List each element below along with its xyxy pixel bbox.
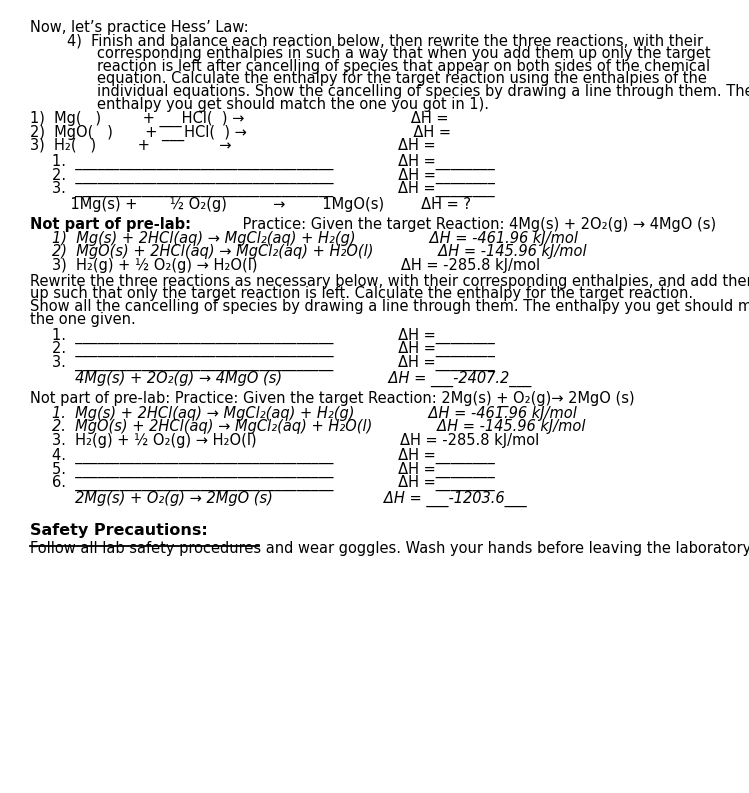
Text: Not part of pre-lab:: Not part of pre-lab: xyxy=(30,217,191,232)
Text: Show all the cancelling of species by drawing a line through them. The enthalpy : Show all the cancelling of species by dr… xyxy=(30,299,749,314)
Text: Not part of pre-lab: Practice: Given the target Reaction: 2Mg(s) +̲ O₂(g)→ 2MgO : Not part of pre-lab: Practice: Given the… xyxy=(30,391,634,407)
Text: enthalpy you get should match the one you got in 1).: enthalpy you get should match the one yo… xyxy=(97,97,489,112)
Text: 3.  ___________________________________              ΔH =________: 3. ___________________________________ Δ… xyxy=(52,354,495,370)
Text: 1)  Mg(s) + 2HCl(aq) → MgCl₂(aq) + H₂(g)                ΔH = -461.96 kJ/mol: 1) Mg(s) + 2HCl(aq) → MgCl₂(aq) + H₂(g) … xyxy=(52,231,578,246)
Text: 2)  MgO(   )       + ___HCl(  ) →                                    ΔH =: 2) MgO( ) + ___HCl( ) → ΔH = xyxy=(30,125,451,140)
Text: Rewrite the three reactions as necessary below, with their corresponding enthalp: Rewrite the three reactions as necessary… xyxy=(30,274,749,289)
Text: 2)  MgO(s) + 2HCl(aq) → MgCl₂(aq) + H₂O(l)              ΔH = -145.96 kJ/mol: 2) MgO(s) + 2HCl(aq) → MgCl₂(aq) + H₂O(l… xyxy=(52,244,587,259)
Text: 3)  H₂(g) + ½ O₂(g) → H₂O(l)                               ΔH = -285.8 kJ/mol: 3) H₂(g) + ½ O₂(g) → H₂O(l) ΔH = -285.8 … xyxy=(52,258,541,273)
Text: Practice: Given the target Reaction: 4Mg(s) + 2O₂(g) → 4MgO (s): Practice: Given the target Reaction: 4Mg… xyxy=(237,217,716,232)
Text: 1Mg(s) +       ½ O₂(g)          →        1MgO(s)        ΔH = ?: 1Mg(s) + ½ O₂(g) → 1MgO(s) ΔH = ? xyxy=(52,197,471,212)
Text: the one given.: the one given. xyxy=(30,312,136,327)
Text: 3.  H₂(g) + ½ O₂(g) → H₂O(l)                               ΔH = -285.8 kJ/mol: 3. H₂(g) + ½ O₂(g) → H₂O(l) ΔH = -285.8 … xyxy=(52,433,540,448)
Text: 2.  ___________________________________              ΔH =________: 2. ___________________________________ Δ… xyxy=(52,167,495,183)
Text: Now, let’s practice Hess’ Law:: Now, let’s practice Hess’ Law: xyxy=(30,20,249,35)
Text: 1)  Mg(   )         + ___HCl(  ) →                                    ΔH =: 1) Mg( ) + ___HCl( ) → ΔH = xyxy=(30,111,449,127)
Text: equation. Calculate the enthalpy for the target reaction using the enthalpies of: equation. Calculate the enthalpy for the… xyxy=(97,71,707,86)
Text: 5.  ___________________________________              ΔH =________: 5. ___________________________________ Δ… xyxy=(52,462,495,477)
Text: 6.  ___________________________________              ΔH =________: 6. ___________________________________ Δ… xyxy=(52,475,495,491)
Text: 1.  Mg(s) + 2HCl(aq) → MgCl₂(aq) + H₂(g)                ΔH = -461.96 kJ/mol: 1. Mg(s) + 2HCl(aq) → MgCl₂(aq) + H₂(g) … xyxy=(52,406,577,421)
Text: 4)  Finish and balance each reaction below, then rewrite the three reactions, wi: 4) Finish and balance each reaction belo… xyxy=(67,33,703,48)
Text: 1.  ___________________________________              ΔH =________: 1. ___________________________________ Δ… xyxy=(52,154,495,170)
Text: corresponding enthalpies in such a way that when you add them up only the target: corresponding enthalpies in such a way t… xyxy=(97,46,711,61)
Text: 3)  H₂(   )         +               →                                    ΔH =: 3) H₂( ) + → ΔH = xyxy=(30,138,436,153)
Text: up such that only the target reaction is left. Calculate the enthalpy for the ta: up such that only the target reaction is… xyxy=(30,286,693,301)
Text: 1.  ___________________________________              ΔH =________: 1. ___________________________________ Δ… xyxy=(52,328,495,343)
Text: 4Mg(s) + 2O₂(g) → 4MgO (s)                       ΔH = ___-2407.2___: 4Mg(s) + 2O₂(g) → 4MgO (s) ΔH = ___-2407… xyxy=(52,370,532,386)
Text: reaction is left after cancelling of species that appear on both sides of the ch: reaction is left after cancelling of spe… xyxy=(97,59,711,74)
Text: 2.  MgO(s) + 2HCl(aq) → MgCl₂(aq) + H₂O(l)              ΔH = -145.96 kJ/mol: 2. MgO(s) + 2HCl(aq) → MgCl₂(aq) + H₂O(l… xyxy=(52,419,586,435)
Text: 2.  ___________________________________              ΔH =________: 2. ___________________________________ Δ… xyxy=(52,341,495,357)
Text: 4.  ___________________________________              ΔH =________: 4. ___________________________________ Δ… xyxy=(52,448,495,464)
Text: Follow all lab safety procedures and wear goggles. Wash your hands before leavin: Follow all lab safety procedures and wea… xyxy=(30,541,749,556)
Text: Safety Precautions:: Safety Precautions: xyxy=(30,523,207,538)
Text: 2Mg(s) + O₂(g) → 2MgO (s)                        ΔH = ___-1203.6___: 2Mg(s) + O₂(g) → 2MgO (s) ΔH = ___-1203.… xyxy=(52,491,527,507)
Text: 3.  ___________________________________              ΔH =________: 3. ___________________________________ Δ… xyxy=(52,181,495,197)
Text: individual equations. Show the cancelling of species by drawing a line through t: individual equations. Show the cancellin… xyxy=(97,84,749,99)
